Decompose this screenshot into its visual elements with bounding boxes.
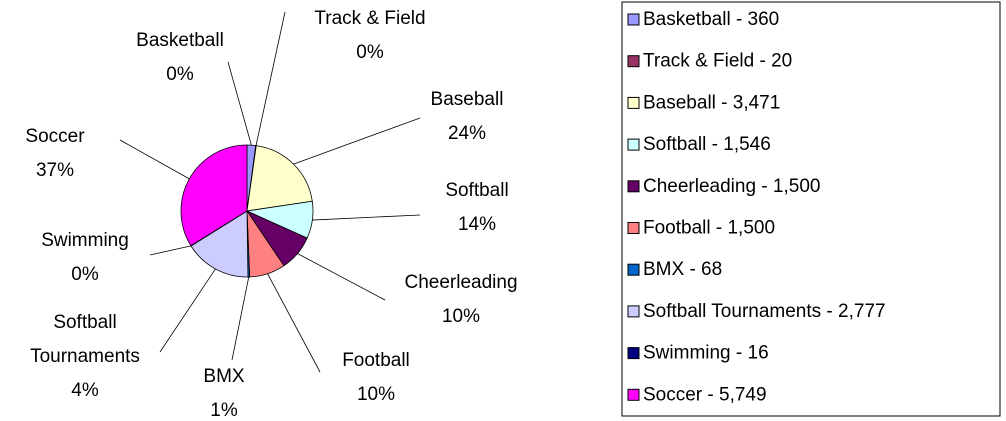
slice-percent: 10% [356,384,396,405]
leader-line [119,139,190,180]
pie-slice [246,145,313,212]
slice-label: Softball 14% [402,174,552,242]
slice-label: Track & Field 0% [295,2,445,70]
slice-name: Cheerleading [404,272,518,293]
slice-name: Softball [445,180,509,201]
slice-name: Swimming [41,230,129,251]
slice-percent: 0% [166,64,194,85]
slice-percent: 0% [356,42,384,63]
slice-label: Baseball 24% [392,83,542,151]
leader-line [267,273,321,373]
legend-swatch [627,388,640,401]
leader-line [312,214,421,221]
legend-swatch [627,347,640,360]
slice-percent: 10% [441,306,481,327]
legend-label: Baseball - 3,471 [643,92,780,113]
slice-label: Swimming 0% [10,224,160,292]
pie-slice [180,144,248,247]
legend-label: Basketball - 360 [643,9,779,30]
slice-label: BMX 1% [149,360,299,421]
slice-label: Cheerleading 10% [386,266,536,334]
legend-label: Swimming - 16 [643,343,769,364]
leader-line [255,11,286,146]
legend-label: Track & Field - 20 [643,51,792,72]
legend-label: Softball Tournaments - 2,777 [643,301,886,322]
slice-percent: 37% [35,160,75,181]
slice-label: Football 10% [301,344,451,412]
slice-name: Soccer [25,126,85,147]
slice-label: Softball Tournaments 4% [10,306,160,408]
slice-percent: 24% [447,123,487,144]
legend-label: Football - 1,500 [643,218,775,239]
leader-line [159,268,216,353]
legend-swatch [627,180,640,193]
slice-name: Baseball [430,89,504,110]
legend-label: BMX - 68 [643,259,722,280]
legend-swatch [627,55,640,68]
legend-box [621,1,1001,417]
leader-line [297,253,386,301]
legend-swatch [627,222,640,234]
legend-swatch [627,96,640,109]
slice-name: Football [342,350,410,371]
legend-swatch [627,13,640,26]
pie-slice [190,210,249,278]
legend-swatch [627,263,640,276]
leader-line [231,276,250,361]
slice-name: BMX [203,366,245,387]
slice-percent: 4% [71,380,99,401]
leader-line [293,117,421,165]
slice-name: Track & Field [314,8,426,29]
slice-percent: 14% [457,214,497,235]
legend-label: Cheerleading - 1,500 [643,176,820,197]
slice-percent: 1% [210,400,238,421]
slice-name: Softball Tournaments [30,312,140,367]
slice-label: Soccer 37% [0,120,130,188]
legend-swatch [627,305,640,318]
leader-line [227,61,252,146]
slice-name: Basketball [136,30,224,51]
legend-swatch [627,138,640,151]
legend-label: Softball - 1,546 [643,134,771,155]
leader-line [149,245,192,256]
slice-label: Basketball 0% [105,24,255,92]
legend-label: Soccer - 5,749 [643,384,767,405]
slice-percent: 0% [71,264,99,285]
